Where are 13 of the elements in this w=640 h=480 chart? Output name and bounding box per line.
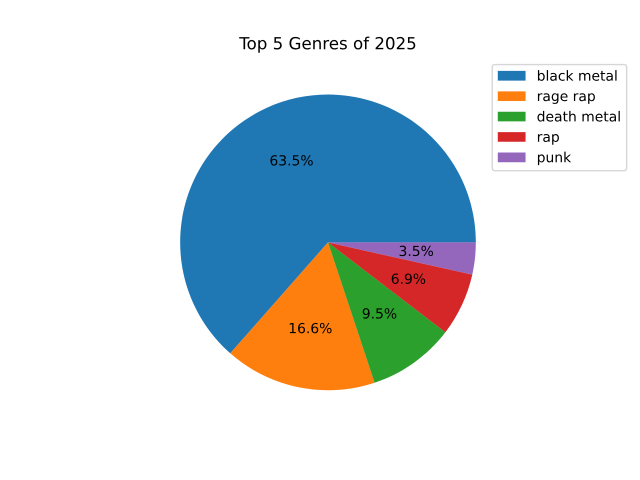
legend-label: death metal bbox=[537, 110, 620, 122]
data-label: 9.5% bbox=[362, 308, 396, 319]
legend-label: black metal bbox=[538, 70, 617, 81]
data-label: 6.9% bbox=[392, 273, 426, 284]
data-label: 63.5% bbox=[270, 155, 313, 166]
legend-label: rage rap bbox=[538, 93, 595, 104]
pie-slice bbox=[180, 94, 476, 354]
data-label: 16.6% bbox=[290, 322, 332, 334]
pie-slice bbox=[328, 242, 476, 275]
legend-label: rap bbox=[538, 134, 559, 145]
chart-title: Top 5 Genres of 2025 bbox=[239, 36, 416, 53]
legend-label: punk bbox=[538, 152, 572, 166]
data-label: 3.5% bbox=[400, 246, 434, 256]
